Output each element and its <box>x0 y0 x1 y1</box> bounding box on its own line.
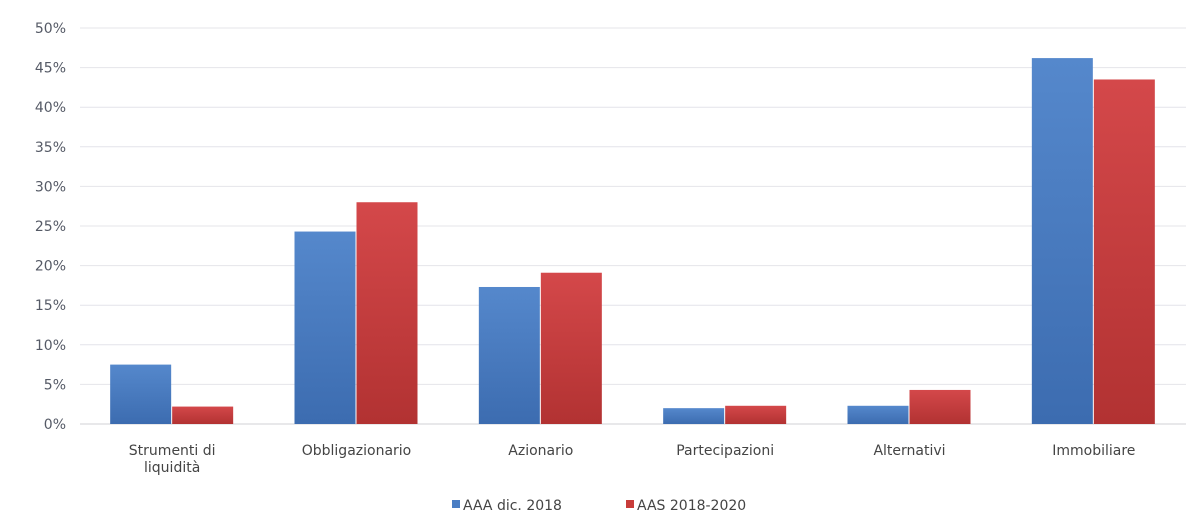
bar-aaa <box>294 231 356 424</box>
gridlines <box>80 27 1186 425</box>
y-tick-label: 0% <box>44 417 66 433</box>
bar-aaa <box>663 408 725 424</box>
y-tick-label: 35% <box>35 140 66 156</box>
bar-aaa <box>847 405 909 424</box>
legend-swatch <box>626 500 634 508</box>
y-axis: 0% 5% 10% 15% 20% 25% 30% 35% 40% 45% 50% <box>35 21 66 433</box>
bar-aas <box>1093 79 1155 424</box>
bar-aas <box>725 405 787 424</box>
bar-aas <box>909 389 971 424</box>
x-tick-label: Azionario <box>508 443 573 459</box>
y-tick-label: 40% <box>35 100 66 116</box>
x-tick-label: liquidità <box>144 460 200 476</box>
y-tick-label: 10% <box>35 338 66 354</box>
legend-swatch <box>452 500 460 508</box>
bar-aaa <box>110 364 172 424</box>
legend-label: AAA dic. 2018 <box>463 498 562 514</box>
x-tick-label: Strumenti di <box>129 443 216 459</box>
bar-aas <box>540 272 602 424</box>
y-tick-label: 25% <box>35 219 66 235</box>
x-tick-label: Obbligazionario <box>302 443 412 459</box>
legend: AAA dic. 2018 AAS 2018-2020 <box>452 498 746 514</box>
x-tick-label: Immobiliare <box>1052 443 1135 459</box>
y-tick-label: 20% <box>35 259 66 275</box>
y-tick-label: 5% <box>44 377 66 393</box>
bar-aaa <box>1031 58 1093 424</box>
legend-label: AAS 2018-2020 <box>637 498 746 514</box>
bar-aas <box>356 202 418 424</box>
bars <box>110 58 1155 424</box>
bar-aaa <box>478 286 540 424</box>
y-tick-label: 50% <box>35 21 66 37</box>
y-tick-label: 15% <box>35 298 66 314</box>
y-tick-label: 45% <box>35 61 66 77</box>
bar-aas <box>172 406 234 424</box>
x-tick-label: Alternativi <box>873 443 945 459</box>
x-tick-label: Partecipazioni <box>676 443 774 459</box>
y-tick-label: 30% <box>35 179 66 195</box>
